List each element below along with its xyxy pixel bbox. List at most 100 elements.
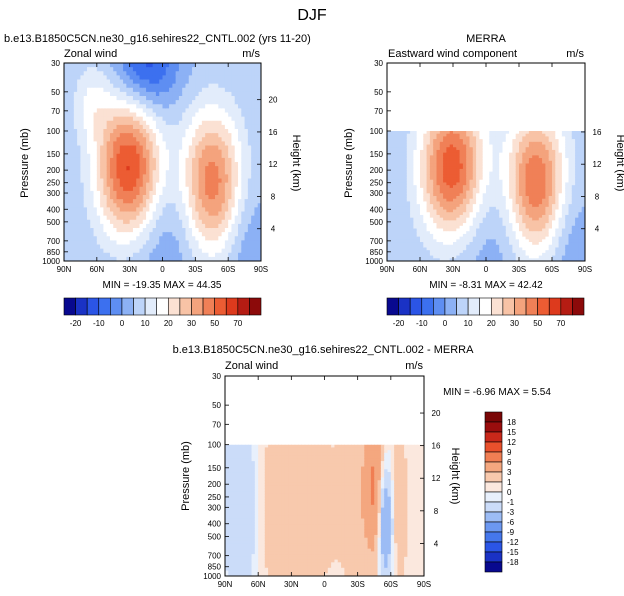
contour-cell: [456, 209, 461, 213]
contour-cell: [499, 182, 504, 186]
contour-cell: [462, 220, 467, 224]
contour-cell: [86, 96, 91, 101]
contour-cell: [165, 124, 170, 130]
contour-cell: [93, 248, 98, 254]
contour-cell: [512, 225, 517, 230]
contour-cell: [429, 228, 434, 232]
contour-cell: [400, 244, 405, 249]
contour-cell: [106, 236, 111, 241]
contour-cell: [525, 190, 530, 194]
contour-cell: [77, 100, 82, 105]
contour-cell: [221, 170, 226, 175]
contour-cell: [195, 153, 200, 159]
contour-cell: [456, 182, 461, 186]
contour-cell: [224, 100, 229, 105]
contour-cell: [433, 190, 438, 194]
contour-cell: [403, 179, 408, 184]
contour-cell: [224, 129, 229, 134]
contour-cell: [522, 174, 527, 178]
contour-cell: [205, 236, 210, 241]
contour-cell: [443, 212, 447, 216]
contour-cell: [472, 179, 477, 184]
contour-cell: [251, 166, 256, 171]
contour-cell: [416, 209, 421, 213]
contour-cell: [198, 116, 203, 122]
x-tick-label: 0: [160, 265, 165, 274]
contour-cell: [106, 100, 111, 105]
contour-cell: [257, 133, 261, 138]
contour-cell: [93, 170, 98, 175]
contour-cell: [132, 240, 137, 246]
contour-cell: [396, 136, 401, 140]
contour-cell: [129, 79, 134, 85]
contour-cell: [67, 207, 72, 213]
contour-cell: [211, 149, 216, 155]
contour-cell: [433, 182, 438, 186]
contour-cell: [238, 211, 242, 217]
contour-cell: [126, 190, 131, 196]
contour-cell: [146, 174, 150, 180]
contour-cell: [175, 141, 180, 147]
contour-cell: [241, 71, 246, 76]
contour-cell: [254, 256, 259, 261]
contour-cell: [515, 147, 520, 151]
contour-cell: [132, 145, 137, 151]
contour-cell: [466, 163, 471, 167]
contour-cell: [410, 198, 414, 203]
contour-cell: [139, 63, 144, 68]
contour-cell: [413, 177, 418, 181]
contour-cell: [489, 155, 494, 159]
contour-cell: [492, 182, 497, 186]
contour-cell: [80, 166, 85, 171]
contour-cell: [505, 174, 510, 178]
contour-cell: [116, 211, 121, 217]
contour-cell: [502, 166, 507, 170]
contour-cell: [172, 71, 177, 76]
contour-cell: [512, 171, 517, 175]
contour-cell: [257, 75, 261, 81]
contour-cell: [446, 168, 451, 173]
contour-cell: [509, 152, 513, 156]
contour-cell: [175, 186, 180, 192]
contour-cell: [433, 201, 438, 205]
contour-cell: [453, 168, 457, 173]
contour-cell: [201, 63, 206, 68]
contour-cell: [103, 79, 108, 85]
contour-cell: [70, 91, 75, 97]
contour-cell: [106, 211, 111, 217]
contour-cell: [228, 178, 233, 184]
contour-cell: [103, 162, 108, 167]
contour-cell: [426, 177, 431, 181]
contour-cell: [205, 129, 210, 134]
contour-cell: [403, 147, 408, 151]
contour-cell: [178, 96, 183, 101]
contour-cell: [215, 91, 219, 97]
contour-cell: [231, 186, 236, 192]
contour-cell: [205, 166, 210, 171]
contour-cell: [136, 96, 141, 101]
contour-cell: [73, 174, 78, 180]
contour-cell: [482, 228, 487, 232]
contour-cell: [64, 228, 68, 233]
contour-cell: [416, 198, 421, 203]
contour-cell: [185, 71, 190, 76]
contour-cell: [185, 228, 190, 233]
contour-cell: [472, 204, 477, 208]
contour-cell: [495, 163, 500, 167]
contour-cell: [205, 149, 210, 155]
contour-cell: [182, 195, 187, 200]
panel-model: b.e13.B1850C5CN.ne30_g16.sehires22_CNTL.…: [4, 33, 311, 291]
contour-cell: [146, 129, 150, 134]
contour-cell: [406, 220, 411, 224]
contour-cell: [70, 124, 75, 130]
contour-cell: [86, 203, 91, 208]
contour-cell: [86, 63, 91, 68]
contour-cell: [126, 199, 131, 204]
contour-cell: [132, 228, 137, 233]
contour-cell: [77, 244, 82, 250]
contour-cell: [423, 239, 428, 243]
contour-cell: [439, 252, 444, 257]
contour-cell: [211, 215, 216, 221]
contour-cell: [132, 182, 137, 188]
contour-cell: [423, 212, 428, 216]
